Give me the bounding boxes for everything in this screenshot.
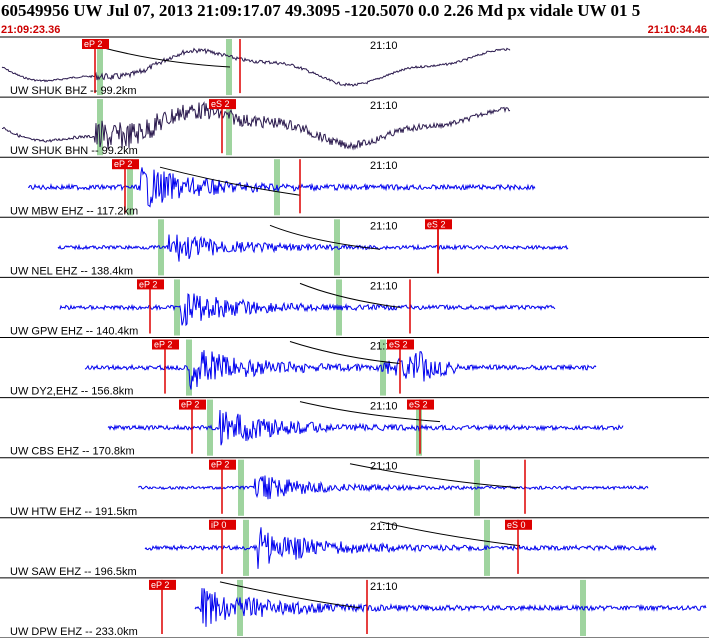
station-label: UW GPW EHZ -- 140.4km bbox=[10, 326, 138, 338]
arrival-window-marker bbox=[416, 399, 422, 456]
trace-row[interactable]: 21:10 eP 2 UW MBW EHZ -- 117.2km bbox=[0, 159, 709, 218]
waveform-trace[interactable] bbox=[1, 101, 511, 151]
arrival-window-marker bbox=[243, 519, 249, 576]
station-label: UW SHUK BHN -- 99.2km bbox=[10, 145, 138, 157]
phase-pick-tag[interactable] bbox=[137, 279, 164, 290]
arrival-window-marker bbox=[97, 39, 103, 96]
coda-curve bbox=[349, 463, 521, 489]
phase-pick-label: eS 2 bbox=[211, 99, 230, 109]
minute-tick-label: 21:10 bbox=[370, 100, 398, 112]
minute-tick-label: 21:10 bbox=[370, 401, 398, 413]
phase-pick-tag[interactable] bbox=[112, 159, 139, 170]
phase-pick-label: eS 2 bbox=[427, 219, 446, 229]
station-label: UW MBW EHZ -- 117.2km bbox=[10, 205, 138, 217]
station-label: UW NEL EHZ -- 138.4km bbox=[10, 265, 133, 277]
waveform-trace[interactable] bbox=[138, 475, 649, 500]
arrival-window-marker bbox=[237, 579, 243, 636]
coda-curve bbox=[269, 224, 381, 250]
waveform-trace[interactable] bbox=[107, 409, 624, 446]
station-label: UW HTW EHZ -- 191.5km bbox=[10, 506, 137, 518]
coda-curve bbox=[159, 166, 301, 196]
waveform-trace[interactable] bbox=[194, 588, 707, 627]
trace-row[interactable]: 21:10 eP 2 eS 2 UW CBS EHZ -- 170.8km bbox=[0, 399, 709, 459]
coda-curve bbox=[99, 46, 231, 68]
minute-tick-label: 21:10 bbox=[370, 40, 398, 52]
station-label: UW DPW EHZ -- 233.0km bbox=[10, 626, 138, 638]
phase-pick-label: eP 2 bbox=[114, 159, 132, 169]
minute-tick-label: 21:10 bbox=[370, 220, 398, 232]
phase-pick-tag[interactable] bbox=[152, 339, 179, 350]
minute-tick-label: 21:10 bbox=[370, 160, 398, 172]
waveform-trace[interactable] bbox=[84, 350, 597, 390]
arrival-window-marker bbox=[238, 459, 244, 516]
phase-pick-tag[interactable] bbox=[209, 459, 236, 470]
trace-row[interactable]: 21:10 eS 2 UW SHUK BHN -- 99.2km bbox=[0, 99, 709, 158]
phase-pick-tag[interactable] bbox=[407, 399, 434, 410]
phase-pick-label: eP 2 bbox=[154, 340, 172, 350]
arrival-window-marker bbox=[186, 339, 192, 396]
station-label: UW SHUK BHZ -- 99.2km bbox=[10, 85, 137, 97]
event-title: 60549956 UW Jul 07, 2013 21:09:17.07 49.… bbox=[1, 1, 641, 20]
arrival-window-marker bbox=[580, 579, 586, 636]
trace-row[interactable]: 21:10 eP 2 UW DPW EHZ -- 233.0km bbox=[0, 579, 709, 638]
phase-pick-label: eP 2 bbox=[139, 279, 157, 289]
minute-tick-label: 21:10 bbox=[370, 280, 398, 292]
phase-pick-label: iP 0 bbox=[211, 520, 226, 530]
phase-pick-label: eS 0 bbox=[507, 520, 526, 530]
waveform-trace[interactable] bbox=[59, 293, 556, 327]
minute-tick-label: 21:10 bbox=[370, 581, 398, 593]
trace-row[interactable]: 21:10 eP 2 UW SHUK BHZ -- 99.2km bbox=[0, 39, 709, 98]
phase-pick-label: eP 2 bbox=[181, 400, 199, 410]
phase-pick-label: eS 2 bbox=[389, 340, 408, 350]
waveform-trace[interactable] bbox=[144, 527, 657, 569]
phase-pick-tag[interactable] bbox=[82, 39, 109, 49]
trace-row[interactable]: 21:10 eS 2 UW NEL EHZ -- 138.4km bbox=[0, 219, 709, 278]
coda-curve bbox=[289, 341, 401, 364]
arrival-window-marker bbox=[97, 99, 103, 156]
station-label: UW CBS EHZ -- 170.8km bbox=[10, 446, 135, 458]
phase-pick-tag[interactable] bbox=[149, 579, 176, 590]
phase-pick-label: eP 2 bbox=[151, 580, 169, 590]
coda-curve bbox=[219, 581, 361, 609]
phase-pick-label: eS 2 bbox=[409, 400, 428, 410]
arrival-window-marker bbox=[226, 99, 232, 156]
phase-pick-label: eP 2 bbox=[211, 460, 229, 470]
waveform-trace[interactable] bbox=[27, 167, 536, 208]
arrival-window-marker bbox=[174, 279, 180, 336]
seismogram-header: 60549956 UW Jul 07, 2013 21:09:17.07 49.… bbox=[0, 0, 709, 38]
station-label: UW SAW EHZ -- 196.5km bbox=[10, 566, 137, 578]
phase-pick-tag[interactable] bbox=[387, 339, 414, 350]
phase-pick-tag[interactable] bbox=[505, 519, 532, 530]
waveform-trace[interactable] bbox=[57, 234, 569, 262]
window-start-time: 21:09:23.36 bbox=[1, 24, 61, 36]
phase-pick-label: eP 2 bbox=[84, 39, 102, 49]
window-end-time: 21:10:34.46 bbox=[647, 24, 707, 36]
arrival-window-marker bbox=[127, 159, 133, 216]
phase-pick-tag[interactable] bbox=[209, 519, 236, 530]
phase-pick-tag[interactable] bbox=[209, 99, 236, 110]
minute-tick-label: 21:10 bbox=[370, 521, 398, 533]
coda-curve bbox=[299, 282, 401, 308]
coda-curve bbox=[299, 401, 441, 423]
trace-row[interactable]: 21:10 eP 2 UW HTW EHZ -- 191.5km bbox=[0, 459, 709, 519]
trace-row[interactable]: 21:10 iP 0 eS 0 UW SAW EHZ -- 196.5km bbox=[0, 519, 709, 579]
arrival-window-marker bbox=[158, 219, 164, 276]
coda-curve bbox=[379, 521, 521, 547]
phase-pick-tag[interactable] bbox=[179, 399, 206, 410]
waveform-trace[interactable] bbox=[1, 47, 511, 87]
station-label: UW DY2,EHZ -- 156.8km bbox=[10, 386, 133, 398]
trace-row[interactable]: 21:10 eP 2 UW GPW EHZ -- 140.4km bbox=[0, 279, 709, 338]
minute-tick-label: 21:10 bbox=[370, 461, 398, 473]
